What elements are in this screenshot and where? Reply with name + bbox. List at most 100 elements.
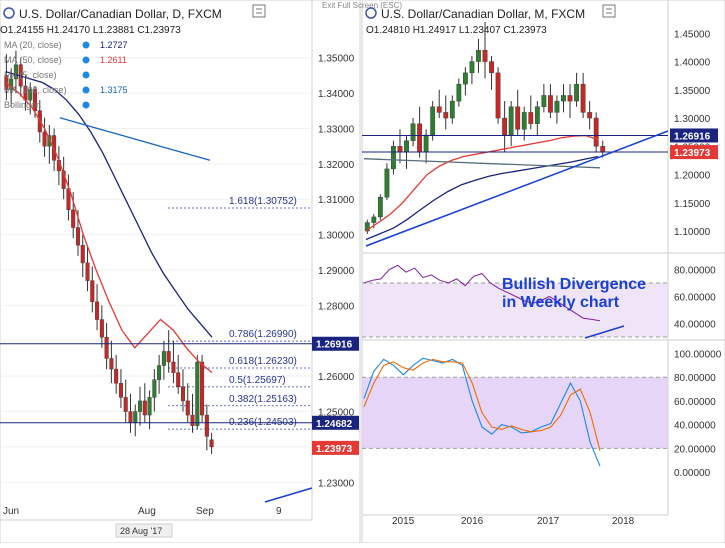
daily-candle-body [171, 361, 176, 373]
left-panel-frame [0, 0, 361, 544]
monthly-candle-body [495, 72, 501, 119]
monthly-ma-line [365, 134, 599, 232]
monthly-candle-body [508, 106, 514, 136]
daily-candle-body [47, 135, 52, 147]
svg-text:28 Aug '17: 28 Aug '17 [120, 526, 162, 536]
monthly-candle-body [541, 95, 547, 107]
daily-candle-body [185, 400, 190, 416]
monthly-candle-body [436, 106, 442, 113]
monthly-candle-body [384, 168, 390, 198]
ma-legend-value: 1.2727 [100, 40, 128, 50]
monthly-candle-body [580, 83, 586, 113]
stoch-line [363, 357, 601, 467]
stochastic-band [362, 377, 668, 449]
left-price-badge-text: 1.23973 [316, 444, 353, 455]
daily-candle-body [28, 89, 33, 101]
left-price-tick: 1.34000 [318, 89, 355, 100]
monthly-candle-body [462, 72, 468, 85]
monthly-candle-body [600, 146, 606, 153]
left-candles [4, 50, 214, 454]
monthly-candle-body [449, 100, 455, 119]
monthly-ma-line [365, 155, 599, 241]
right-price-badges: 1.26916 1.23973 [670, 128, 718, 160]
daily-candle-body [176, 372, 181, 387]
right-candles [364, 22, 606, 234]
monthly-candle-body [554, 100, 560, 113]
left-price-badge-bg [312, 415, 359, 430]
fib-label: 1.618(1.30752) [229, 196, 297, 207]
daily-candle-body [190, 414, 195, 426]
fullscreen-hint[interactable]: Exit Full Screen (ESC) [322, 1, 402, 10]
right-price-badge-text: 1.23973 [674, 148, 711, 159]
rsi-tick: 40.00000 [674, 320, 716, 331]
ma-legend-label: MA (5, close) [4, 70, 57, 80]
monthly-candle-body [489, 61, 494, 74]
left-price-grid [0, 57, 312, 483]
right-chart-settings-icon[interactable] [602, 4, 616, 18]
daily-candle-body [161, 351, 166, 366]
stoch-tick: 20.00000 [674, 444, 716, 455]
daily-candle-body [180, 386, 185, 402]
ma-legend-label: MA (20, close) [4, 40, 62, 50]
left-price-tick: 1.29000 [318, 266, 355, 277]
left-x-label-aug: Aug [138, 506, 156, 517]
date-badge: 28 Aug '17 [115, 523, 173, 538]
left-moving-averages [5, 71, 213, 374]
daily-ma-line [5, 71, 213, 338]
monthly-candle-body [397, 146, 403, 153]
ma-legend: MA (20, close) 1.2727 MA (50, close) 1.2611… [4, 40, 128, 110]
daily-candle-body [204, 414, 209, 437]
ma-legend-label: MA (200, close) [4, 85, 67, 95]
right-symbol-icon[interactable] [365, 7, 377, 19]
left-ohlc: O1.24155 H1.24170 L1.23881 C1.23973 [0, 25, 181, 36]
right-price-tick: 1.20000 [674, 171, 711, 182]
monthly-candle-body [391, 146, 396, 170]
left-x-label-jun: Jun [3, 506, 19, 517]
daily-candle-body [42, 131, 47, 147]
left-price-axis-labels: 1.35000 1.34000 1.33000 1.32000 1.31000 1.300… [318, 54, 355, 490]
daily-candle-body [142, 400, 147, 416]
daily-candle-body [147, 397, 152, 416]
left-price-tick: 1.28000 [318, 301, 355, 312]
right-chart-title: U.S. Dollar/Canadian Dollar, M, FXCM [381, 7, 585, 21]
divergence-annotation-line2: in Weekly chart [502, 294, 620, 311]
daily-candle-body [9, 78, 14, 90]
left-divergence-trendline[interactable] [264, 487, 313, 503]
stoch-tick: 100.00000 [674, 349, 722, 360]
daily-candle-body [75, 227, 80, 246]
left-price-badges: 1.26916 1.24682 1.23973 [312, 336, 359, 455]
eye-icon [82, 71, 90, 79]
daily-candle-body [123, 397, 128, 412]
ma-legend-label: Bollinger [4, 100, 39, 110]
right-price-tick: 1.35000 [674, 86, 711, 97]
left-horizontal-lines [0, 343, 312, 424]
right-price-tick: 1.10000 [674, 227, 711, 238]
stoch-tick: 40.00000 [674, 421, 716, 432]
right-panel-frame [361, 0, 725, 544]
left-chart-settings-icon[interactable] [252, 4, 266, 18]
right-x-label-2015: 2015 [392, 516, 415, 527]
stoch-tick: 0.00000 [674, 468, 711, 479]
right-support-trendline[interactable] [365, 130, 669, 247]
left-price-tick: 1.30000 [318, 231, 355, 242]
daily-candle-body [152, 379, 157, 398]
right-price-tick: 1.30000 [674, 114, 711, 125]
left-chart-title: U.S. Dollar/Canadian Dollar, D, FXCM [19, 7, 222, 21]
monthly-candle-body [443, 112, 449, 119]
eye-icon [82, 101, 90, 109]
right-price-tick: 1.40000 [674, 58, 711, 69]
fib-label: 0.786(1.26990) [229, 329, 297, 340]
daily-ma-line [5, 81, 213, 374]
right-price-badge-bg [670, 145, 718, 160]
daily-candle-body [133, 411, 138, 423]
monthly-candle-body [456, 83, 462, 102]
stoch-tick: 80.00000 [674, 373, 716, 384]
daily-candle-body [71, 209, 76, 228]
symbol-icon[interactable] [3, 7, 15, 19]
rsi-divergence-trendline[interactable] [584, 325, 625, 339]
left-price-tick: 1.32000 [318, 160, 355, 171]
left-price-tick: 1.26000 [318, 372, 355, 383]
left-price-tick: 1.35000 [318, 54, 355, 65]
